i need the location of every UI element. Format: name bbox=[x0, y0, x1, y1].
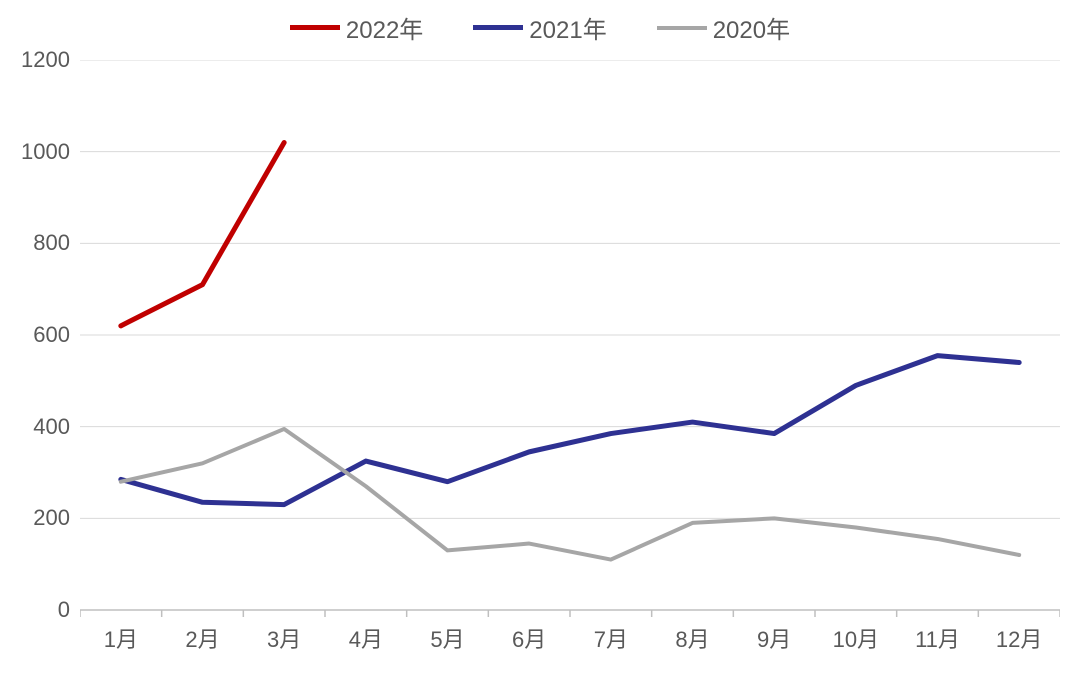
y-tick-label: 600 bbox=[33, 322, 70, 348]
x-tick-label: 7月 bbox=[594, 622, 628, 654]
x-tick-label: 9月 bbox=[757, 622, 791, 654]
legend-swatch bbox=[290, 25, 340, 30]
x-tick-label: 8月 bbox=[675, 622, 709, 654]
legend-swatch bbox=[473, 25, 523, 30]
y-tick-label: 400 bbox=[33, 414, 70, 440]
legend-label: 2021年 bbox=[529, 10, 606, 45]
y-tick-label: 800 bbox=[33, 230, 70, 256]
y-tick-label: 0 bbox=[58, 597, 70, 623]
y-tick-label: 1200 bbox=[21, 47, 70, 73]
x-tick-label: 5月 bbox=[430, 622, 464, 654]
legend-swatch bbox=[657, 26, 707, 30]
x-tick-label: 11月 bbox=[915, 622, 960, 654]
x-tick-label: 1月 bbox=[104, 622, 138, 654]
legend-item: 2020年 bbox=[657, 10, 790, 45]
line-chart: 2022年 2021年 2020年 0 200 400 600 800 1000 1200 1月… bbox=[0, 0, 1080, 676]
y-tick-label: 1000 bbox=[21, 139, 70, 165]
x-tick-label: 10月 bbox=[833, 622, 879, 654]
legend-label: 2022年 bbox=[346, 10, 423, 45]
legend: 2022年 2021年 2020年 bbox=[0, 10, 1080, 45]
legend-item: 2022年 bbox=[290, 10, 423, 45]
x-tick-label: 2月 bbox=[185, 622, 219, 654]
x-tick-label: 6月 bbox=[512, 622, 546, 654]
plot-area bbox=[80, 60, 1060, 610]
legend-item: 2021年 bbox=[473, 10, 606, 45]
y-tick-label: 200 bbox=[33, 505, 70, 531]
legend-label: 2020年 bbox=[713, 10, 790, 45]
x-tick-label: 12月 bbox=[996, 622, 1042, 654]
plot-svg bbox=[80, 60, 1060, 620]
x-tick-label: 3月 bbox=[267, 622, 301, 654]
x-tick-label: 4月 bbox=[349, 622, 383, 654]
